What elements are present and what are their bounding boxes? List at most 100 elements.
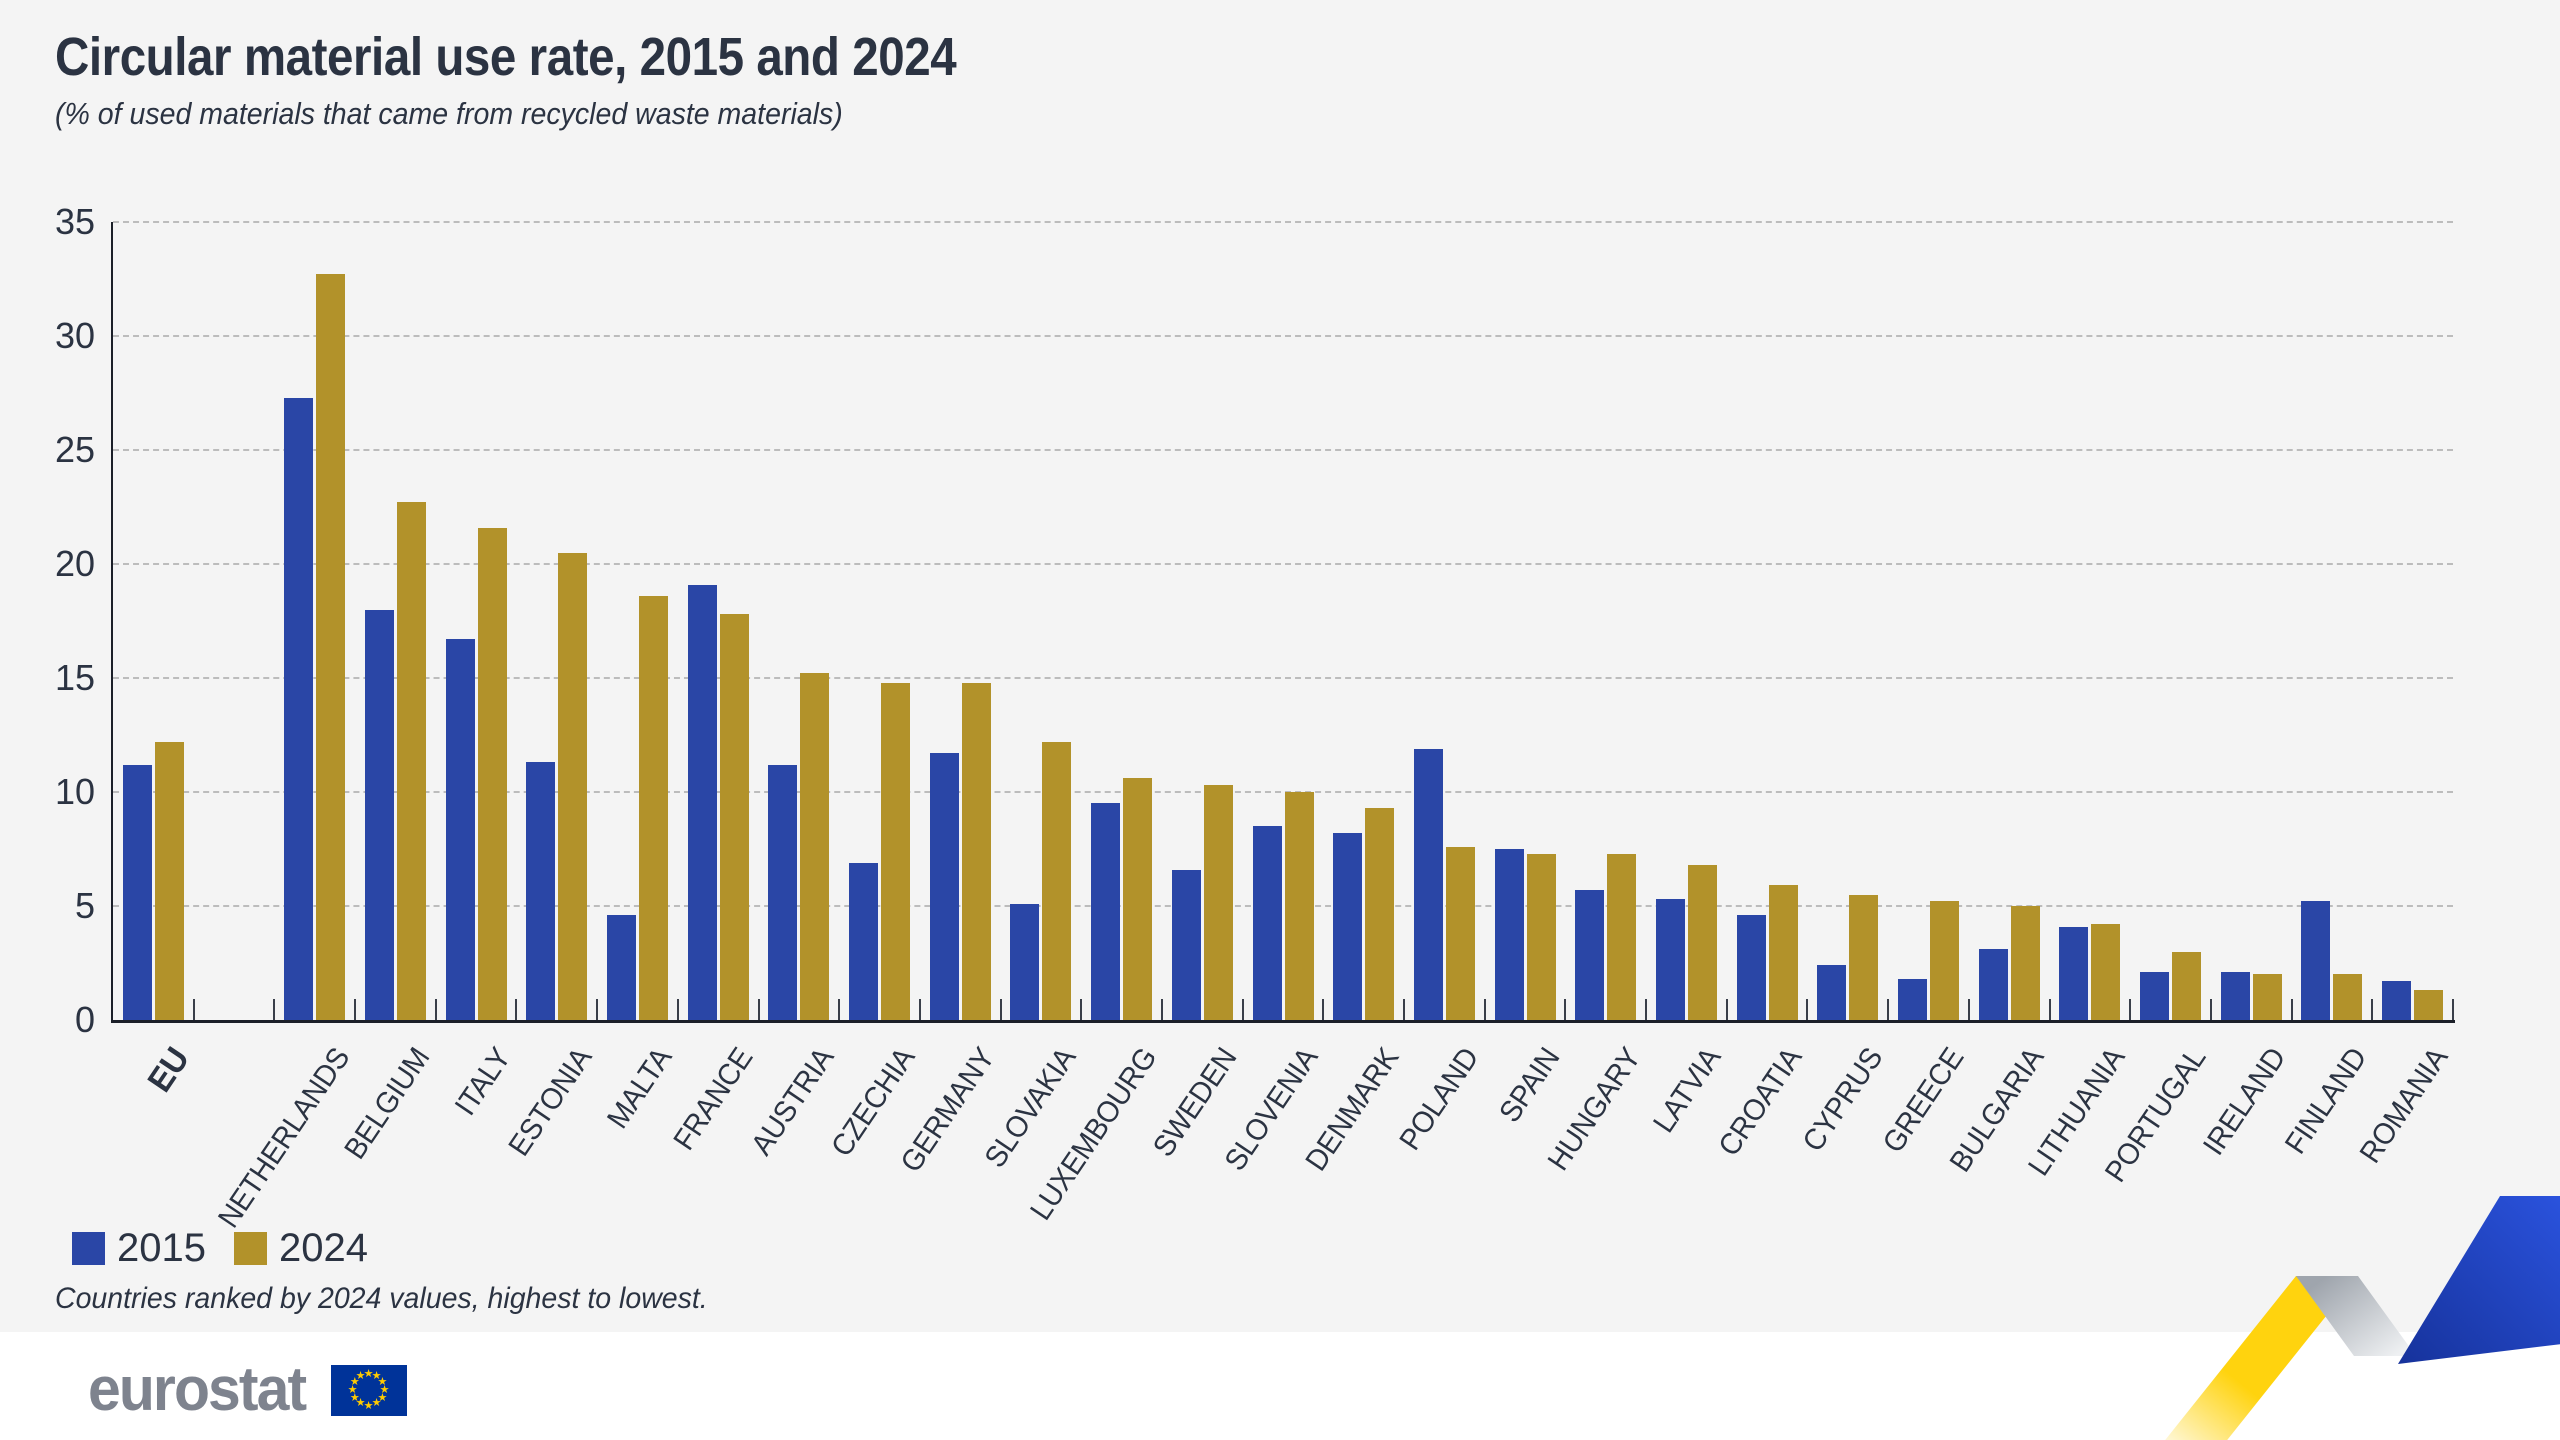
axis-tick	[1160, 999, 1163, 1020]
axis-tick	[434, 999, 437, 1020]
bar-bulgaria-2015	[1978, 949, 2008, 1020]
bar-poland-2015	[1413, 748, 1443, 1020]
bar-slovenia-2015	[1252, 826, 1282, 1020]
bar-croatia-2024	[1768, 885, 1798, 1020]
bar-finland-2015	[2301, 901, 2331, 1020]
axis-tick	[2048, 999, 2051, 1020]
y-axis-label: 0	[74, 999, 95, 1040]
axis-tick	[354, 999, 357, 1020]
bar-malta-2024	[638, 595, 668, 1020]
bar-sweden-2015	[1171, 869, 1201, 1020]
bar-latvia-2024	[1687, 864, 1717, 1020]
bar-hungary-2024	[1607, 853, 1637, 1020]
bar-spain-2024	[1526, 853, 1556, 1020]
bar-germany-2024	[961, 682, 991, 1020]
ranking-footnote: Countries ranked by 2024 values, highest…	[55, 1282, 708, 1315]
axis-tick	[2209, 999, 2212, 1020]
legend-item-2015: 2015	[72, 1228, 206, 1268]
eu-flag-star: ★	[379, 1383, 390, 1396]
gridline	[113, 221, 2453, 223]
bar-hungary-2015	[1575, 890, 1605, 1020]
eu-flag-star: ★	[377, 1391, 388, 1404]
gridline	[113, 791, 2453, 793]
axis-tick	[2452, 999, 2454, 1020]
chart-legend: 2015 2024	[72, 1228, 368, 1268]
axis-tick	[757, 999, 760, 1020]
axis-tick	[999, 999, 1002, 1020]
bar-italy-2024	[477, 527, 507, 1020]
legend-swatch-2015	[72, 1231, 105, 1265]
bar-denmark-2015	[1333, 833, 1363, 1020]
axis-tick	[1322, 999, 1325, 1020]
axis-tick	[1403, 999, 1406, 1020]
bar-cyprus-2024	[1849, 894, 1879, 1020]
y-axis-label: 20	[54, 543, 95, 584]
gridline	[113, 449, 2453, 451]
chart-subtitle: (% of used materials that came from recy…	[55, 96, 843, 131]
y-axis-label: 15	[54, 657, 95, 698]
chart-title: Circular material use rate, 2015 and 202…	[55, 27, 957, 87]
axis-tick	[918, 999, 921, 1020]
eu-flag-star: ★	[355, 1397, 366, 1410]
eu-flag-icon: ★ ★ ★ ★ ★ ★ ★ ★ ★ ★ ★ ★	[330, 1364, 407, 1416]
eu-flag-star: ★	[371, 1369, 382, 1382]
bar-france-2015	[687, 584, 717, 1020]
axis-tick	[515, 999, 518, 1020]
bar-france-2024	[719, 614, 749, 1020]
gridline	[113, 335, 2453, 337]
axis-tick	[1725, 999, 1728, 1020]
axis-tick	[596, 999, 599, 1020]
bar-poland-2024	[1445, 846, 1475, 1020]
y-axis-label: 30	[54, 315, 95, 356]
bar-lithuania-2015	[2059, 926, 2089, 1020]
bar-slovenia-2024	[1284, 792, 1314, 1020]
gridline	[113, 677, 2453, 679]
bar-bulgaria-2024	[2010, 906, 2040, 1020]
bar-eu-2015	[122, 764, 152, 1020]
gridline	[113, 905, 2453, 907]
bar-malta-2015	[606, 915, 636, 1020]
bar-portugal-2015	[2140, 972, 2170, 1020]
eu-flag-star: ★	[355, 1369, 366, 1382]
bar-romania-2015	[2382, 981, 2412, 1020]
axis-tick	[1241, 999, 1244, 1020]
y-axis-label: 10	[54, 771, 95, 812]
axis-tick	[1645, 999, 1648, 1020]
axis-tick	[273, 999, 276, 1020]
eu-flag-star: ★	[349, 1375, 360, 1388]
bar-portugal-2024	[2172, 951, 2202, 1020]
bar-spain-2015	[1494, 849, 1524, 1020]
bar-ireland-2015	[2220, 972, 2250, 1020]
bar-lithuania-2024	[2091, 924, 2121, 1020]
bar-slovakia-2024	[1042, 741, 1072, 1020]
eu-flag-star: ★	[363, 1399, 374, 1412]
axis-tick	[1806, 999, 1809, 1020]
axis-tick	[1967, 999, 1970, 1020]
bar-greece-2015	[1898, 978, 1928, 1020]
gridline	[113, 563, 2453, 565]
bar-denmark-2024	[1365, 807, 1395, 1020]
y-axis-line	[111, 222, 113, 1022]
bar-czechia-2015	[849, 862, 879, 1020]
bar-netherlands-2024	[316, 274, 346, 1020]
bar-finland-2024	[2333, 974, 2363, 1020]
bar-estonia-2024	[558, 552, 588, 1020]
axis-tick	[2371, 999, 2374, 1020]
axis-tick	[1887, 999, 1890, 1020]
eurostat-logo: eurostat ★ ★ ★ ★ ★ ★ ★ ★ ★ ★ ★ ★	[88, 1359, 407, 1421]
bar-romania-2024	[2414, 990, 2444, 1020]
bar-ireland-2024	[2252, 974, 2282, 1020]
bar-sweden-2024	[1203, 785, 1233, 1020]
legend-swatch-2024	[233, 1231, 267, 1265]
axis-tick	[2129, 999, 2132, 1020]
bar-luxembourg-2024	[1123, 778, 1153, 1020]
axis-tick	[2290, 999, 2293, 1020]
bar-slovakia-2015	[1010, 903, 1040, 1020]
bar-germany-2015	[929, 753, 959, 1020]
bar-austria-2024	[800, 673, 830, 1020]
bar-estonia-2015	[526, 762, 556, 1020]
eu-flag-star: ★	[347, 1383, 358, 1396]
bar-luxembourg-2015	[1091, 803, 1121, 1020]
y-axis-label: 5	[74, 885, 95, 926]
